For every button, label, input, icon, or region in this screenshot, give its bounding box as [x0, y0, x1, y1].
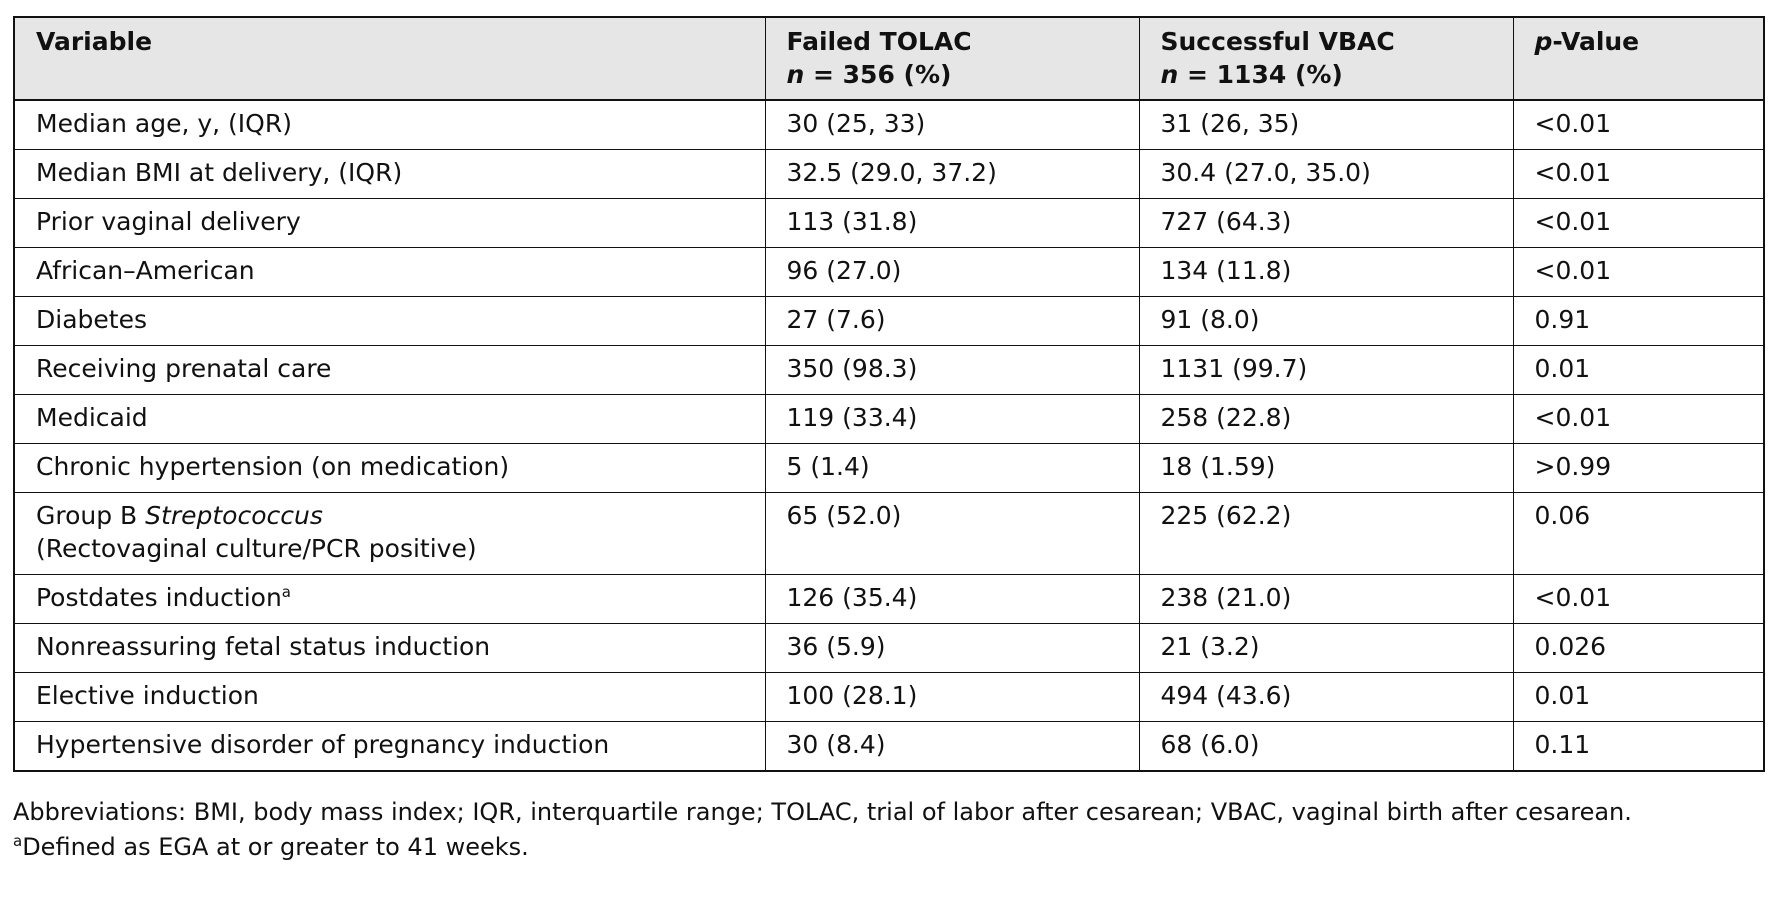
header-success-n-label: n [1160, 60, 1179, 89]
table-row: Prior vaginal delivery 113 (31.8) 727 (6… [13, 198, 1765, 248]
cell-variable: Postdates inductiona [13, 574, 766, 624]
cell-pvalue: 0.06 [1512, 492, 1765, 575]
cell-success: 258 (22.8) [1138, 394, 1514, 444]
cell-success: 494 (43.6) [1138, 672, 1514, 722]
header-success-title: Successful VBAC [1160, 27, 1395, 56]
cell-failed: 126 (35.4) [764, 574, 1140, 624]
footnote-abbreviations: Abbreviations: BMI, body mass index; IQR… [13, 798, 1632, 826]
table-row: Group B Streptococcus (Rectovaginal cult… [13, 492, 1765, 575]
table-row: Median age, y, (IQR) 30 (25, 33) 31 (26,… [13, 99, 1765, 150]
cell-success: 1131 (99.7) [1138, 345, 1514, 395]
header-pvalue: p-Value [1512, 16, 1765, 101]
cell-variable: Nonreassuring fetal status induction [13, 623, 766, 673]
data-table: Variable Failed TOLAC n = 356 (%) Succes… [13, 16, 1765, 772]
footnote-marker: a [281, 583, 291, 601]
variable-line2: (Rectovaginal culture/PCR positive) [36, 534, 477, 563]
cell-variable: Group B Streptococcus (Rectovaginal cult… [13, 492, 766, 575]
cell-failed: 27 (7.6) [764, 296, 1140, 346]
cell-variable: Medicaid [13, 394, 766, 444]
cell-variable: Elective induction [13, 672, 766, 722]
header-pvalue-rest: -Value [1552, 27, 1640, 56]
table-row: Median BMI at delivery, (IQR) 32.5 (29.0… [13, 149, 1765, 199]
header-pvalue-italic: p [1534, 27, 1553, 56]
variable-line1: Group B Streptococcus [36, 499, 744, 532]
cell-success: 18 (1.59) [1138, 443, 1514, 493]
table-row: Receiving prenatal care 350 (98.3) 1131 … [13, 345, 1765, 395]
cell-failed: 30 (8.4) [764, 721, 1140, 772]
cell-pvalue: <0.01 [1512, 149, 1765, 199]
header-variable-label: Variable [36, 27, 153, 56]
cell-pvalue: 0.11 [1512, 721, 1765, 772]
header-success-n: n = 1134 (%) [1161, 58, 1492, 91]
table-row: Medicaid 119 (33.4) 258 (22.8) <0.01 [13, 394, 1765, 444]
table-row: Postdates inductiona 126 (35.4) 238 (21.… [13, 574, 1765, 624]
cell-failed: 113 (31.8) [764, 198, 1140, 248]
cell-pvalue: >0.99 [1512, 443, 1765, 493]
cell-variable: Median BMI at delivery, (IQR) [13, 149, 766, 199]
cell-pvalue: 0.91 [1512, 296, 1765, 346]
cell-failed: 100 (28.1) [764, 672, 1140, 722]
cell-pvalue: <0.01 [1512, 99, 1765, 150]
variable-prefix: Group B [36, 501, 146, 530]
cell-success: 21 (3.2) [1138, 623, 1514, 673]
cell-failed: 36 (5.9) [764, 623, 1140, 673]
footnote-a-text: Defined as EGA at or greater to 41 weeks… [22, 833, 529, 861]
header-failed-title: Failed TOLAC [786, 27, 972, 56]
cell-pvalue: 0.026 [1512, 623, 1765, 673]
variable-text: Postdates induction [36, 583, 282, 612]
table-row: Diabetes 27 (7.6) 91 (8.0) 0.91 [13, 296, 1765, 346]
cell-success: 225 (62.2) [1138, 492, 1514, 575]
header-failed-n-value: = 356 (%) [804, 60, 952, 89]
header-failed-n-label: n [786, 60, 805, 89]
header-successful-vbac: Successful VBAC n = 1134 (%) [1138, 16, 1514, 101]
cell-pvalue: <0.01 [1512, 574, 1765, 624]
cell-pvalue: <0.01 [1512, 394, 1765, 444]
cell-success: 238 (21.0) [1138, 574, 1514, 624]
header-variable: Variable [13, 16, 766, 101]
table-row: Hypertensive disorder of pregnancy induc… [13, 721, 1765, 772]
cell-pvalue: 0.01 [1512, 672, 1765, 722]
table-row: Chronic hypertension (on medication) 5 (… [13, 443, 1765, 493]
cell-pvalue: <0.01 [1512, 247, 1765, 297]
table-row: African–American 96 (27.0) 134 (11.8) <0… [13, 247, 1765, 297]
cell-variable: Receiving prenatal care [13, 345, 766, 395]
cell-failed: 96 (27.0) [764, 247, 1140, 297]
table-row: Nonreassuring fetal status induction 36 … [13, 623, 1765, 673]
cell-pvalue: 0.01 [1512, 345, 1765, 395]
table-body: Median age, y, (IQR) 30 (25, 33) 31 (26,… [13, 99, 1765, 772]
cell-variable: Median age, y, (IQR) [13, 99, 766, 150]
cell-variable: Prior vaginal delivery [13, 198, 766, 248]
cell-failed: 32.5 (29.0, 37.2) [764, 149, 1140, 199]
header-success-n-value: = 1134 (%) [1178, 60, 1343, 89]
cell-pvalue: <0.01 [1512, 198, 1765, 248]
footnote-a-marker: a [13, 832, 23, 850]
header-failed-n: n = 356 (%) [787, 58, 1118, 91]
cell-success: 91 (8.0) [1138, 296, 1514, 346]
cell-failed: 65 (52.0) [764, 492, 1140, 575]
cell-success: 134 (11.8) [1138, 247, 1514, 297]
cell-failed: 5 (1.4) [764, 443, 1140, 493]
cell-failed: 119 (33.4) [764, 394, 1140, 444]
footnote-a: aDefined as EGA at or greater to 41 week… [13, 830, 1763, 865]
header-row: Variable Failed TOLAC n = 356 (%) Succes… [13, 16, 1765, 101]
cell-success: 68 (6.0) [1138, 721, 1514, 772]
cell-variable: African–American [13, 247, 766, 297]
header-failed-tolac: Failed TOLAC n = 356 (%) [764, 16, 1140, 101]
variable-italic: Streptococcus [145, 501, 323, 530]
cell-success: 727 (64.3) [1138, 198, 1514, 248]
table-footnotes: Abbreviations: BMI, body mass index; IQR… [13, 795, 1763, 865]
cell-variable: Chronic hypertension (on medication) [13, 443, 766, 493]
cell-failed: 350 (98.3) [764, 345, 1140, 395]
table-header: Variable Failed TOLAC n = 356 (%) Succes… [13, 16, 1765, 101]
cell-success: 30.4 (27.0, 35.0) [1138, 149, 1514, 199]
cell-variable: Hypertensive disorder of pregnancy induc… [13, 721, 766, 772]
table-container: Variable Failed TOLAC n = 356 (%) Succes… [13, 16, 1765, 865]
table-row: Elective induction 100 (28.1) 494 (43.6)… [13, 672, 1765, 722]
cell-success: 31 (26, 35) [1138, 99, 1514, 150]
cell-failed: 30 (25, 33) [764, 99, 1140, 150]
cell-variable: Diabetes [13, 296, 766, 346]
